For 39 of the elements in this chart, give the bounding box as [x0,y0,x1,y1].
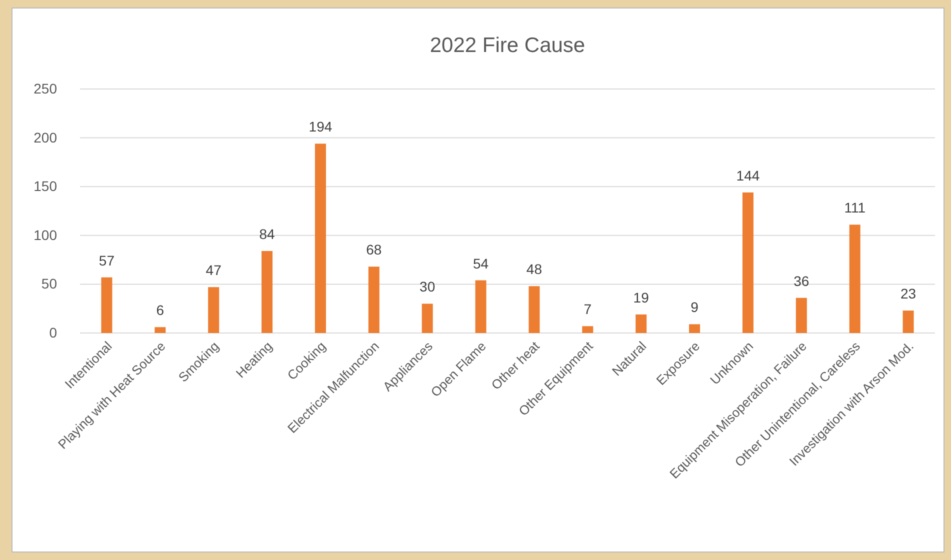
data-label: 36 [794,272,810,289]
bar [314,144,326,333]
bar [902,310,914,333]
data-label: 54 [472,255,489,272]
data-label: 84 [259,226,276,242]
data-label: 23 [900,286,916,302]
data-label: 19 [633,289,650,306]
y-tick-label: 250 [34,80,58,96]
y-tick-label: 100 [34,226,58,243]
bar [422,304,433,333]
data-label: 30 [420,278,436,295]
bar [742,192,754,333]
chart-title: 2022 Fire Cause [430,34,586,57]
data-label: 111 [844,200,866,216]
data-label: 9 [690,299,699,316]
data-label: 48 [526,261,542,278]
y-tick-label: 150 [34,178,58,194]
data-label: 194 [308,118,332,135]
bar [636,314,647,333]
data-label: 7 [584,301,592,318]
bar [262,251,273,333]
bar [368,266,380,333]
y-tick-label: 0 [49,324,58,340]
data-label: 57 [98,252,115,268]
bar [528,286,540,333]
bar [796,298,807,333]
y-tick-label: 50 [41,276,58,292]
data-label: 144 [736,167,760,184]
y-tick-label: 200 [34,129,58,146]
bar [101,277,112,333]
bar [689,324,700,333]
bar [208,287,220,333]
bar [582,326,594,333]
bar [475,280,486,333]
bar [154,327,166,333]
data-label: 6 [156,302,164,318]
data-label: 47 [206,262,222,278]
data-label: 68 [366,242,382,258]
bar [849,224,860,333]
